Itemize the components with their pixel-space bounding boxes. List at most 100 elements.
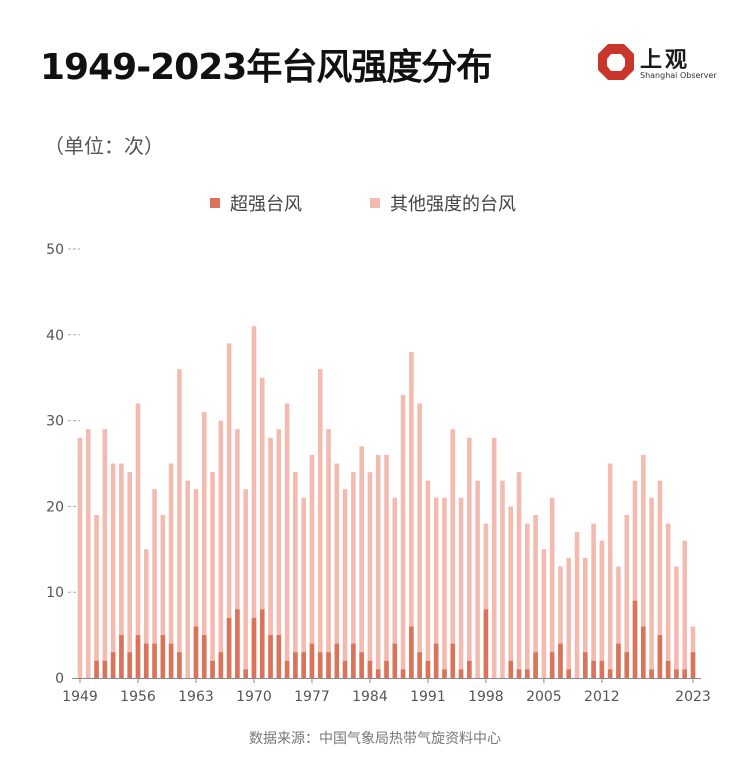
bar-super	[384, 660, 389, 678]
bar-other	[351, 472, 356, 678]
brand-logo: 上观 Shanghai Observer	[596, 42, 717, 88]
logo-mark-icon	[598, 44, 634, 80]
bar-other	[210, 472, 215, 678]
bar-super	[119, 635, 124, 678]
y-tick-label: 10	[46, 585, 64, 601]
bar-other	[616, 566, 621, 678]
bar-other	[185, 480, 190, 678]
bar-other	[77, 437, 83, 678]
bar-super	[607, 669, 613, 678]
bar-other	[483, 523, 489, 678]
x-tick-label: 1991	[410, 689, 446, 705]
bar-other	[85, 429, 91, 678]
bar-other	[259, 377, 265, 678]
bar-other	[500, 480, 505, 678]
unit-label: （单位：次）	[44, 134, 164, 158]
legend-item-super: 超强台风	[210, 190, 302, 216]
bar-other	[458, 497, 464, 678]
bar-other	[168, 463, 174, 678]
legend-swatch-other	[370, 198, 380, 208]
bar-other	[177, 369, 182, 678]
bar-other	[599, 540, 605, 678]
bar-other	[657, 480, 663, 678]
bar-other	[682, 540, 688, 678]
bar-other	[467, 437, 472, 678]
bar-super	[102, 660, 108, 678]
bar-super	[657, 635, 663, 678]
bar-other	[392, 497, 398, 678]
legend-label-other: 其他强度的台风	[390, 194, 516, 215]
bar-other	[442, 497, 447, 678]
bar-super	[301, 652, 306, 678]
bar-super	[649, 669, 654, 678]
bar-other	[268, 437, 273, 678]
bar-other	[649, 497, 654, 678]
bar-super	[293, 652, 298, 678]
bar-other	[301, 497, 306, 678]
bar-other	[293, 472, 298, 678]
bar-other	[549, 497, 555, 678]
bar-super	[516, 669, 522, 678]
bar-other	[574, 532, 580, 678]
x-tick-label: 2012	[584, 689, 620, 705]
x-tick-label: 1949	[62, 689, 98, 705]
bar-super	[168, 643, 174, 678]
bar-other	[541, 549, 547, 678]
bar-other	[160, 514, 166, 678]
bar-super	[549, 652, 555, 678]
bar-super	[127, 652, 133, 678]
bar-other	[417, 403, 422, 678]
bar-super	[616, 643, 621, 678]
bar-other	[317, 369, 323, 678]
bar-other	[309, 454, 315, 678]
bar-super	[193, 626, 199, 678]
bar-super	[624, 652, 630, 678]
bar-other	[491, 437, 497, 678]
bar-super	[690, 652, 696, 678]
bar-super	[533, 652, 538, 678]
x-tick-label: 2023	[675, 689, 711, 705]
bar-other	[102, 429, 108, 678]
bar-super	[508, 660, 514, 678]
bar-other	[409, 351, 414, 678]
bar-super	[342, 660, 348, 678]
bar-super	[334, 643, 340, 678]
bar-other	[591, 523, 596, 678]
bar-other	[640, 454, 646, 678]
legend-swatch-super	[210, 198, 220, 208]
bar-other	[243, 489, 248, 678]
y-tick-label: 20	[46, 499, 64, 515]
bar-super	[226, 617, 232, 678]
bar-other	[433, 497, 439, 678]
bar-other	[201, 412, 207, 678]
bar-super	[417, 652, 422, 678]
x-tick-label: 1963	[178, 689, 214, 705]
bar-super	[359, 652, 364, 678]
bar-super	[632, 600, 638, 678]
bar-other	[193, 489, 199, 678]
bar-super	[640, 626, 646, 678]
bar-other	[566, 557, 572, 678]
y-tick-label: 30	[46, 414, 64, 430]
bar-super	[201, 635, 207, 678]
bar-other	[533, 514, 538, 678]
bar-other	[558, 566, 563, 678]
bar-super	[558, 643, 563, 678]
bar-super	[467, 660, 472, 678]
bar-super	[425, 660, 431, 678]
y-tick-label: 50	[46, 242, 64, 258]
y-tick-label: 0	[55, 671, 64, 687]
bar-other	[425, 480, 431, 678]
bar-other	[624, 514, 630, 678]
bar-super	[276, 635, 282, 678]
bar-other	[326, 429, 331, 678]
bar-other	[525, 523, 530, 678]
bar-other	[375, 454, 381, 678]
bar-other	[632, 480, 638, 678]
bar-super	[458, 669, 464, 678]
bar-other	[674, 566, 679, 678]
bar-other	[367, 472, 373, 678]
bar-other	[143, 549, 149, 678]
bar-super	[309, 643, 315, 678]
